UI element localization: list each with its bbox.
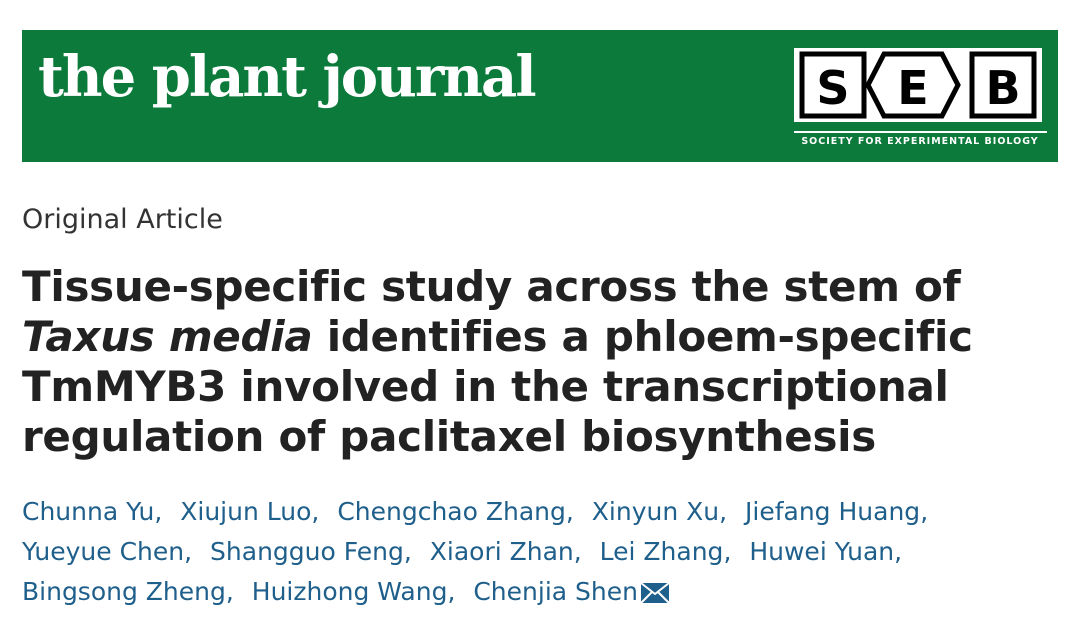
logo-box	[865, 51, 961, 119]
journal-name: the plant journal	[38, 44, 537, 110]
logo-box	[799, 51, 867, 119]
article-title: Tissue-specific study across the stem of…	[22, 262, 1067, 462]
author-name: Chunna Yu	[22, 497, 155, 526]
logo-letter: S	[816, 61, 849, 115]
author-name: Huizhong Wang	[251, 577, 448, 606]
title-italic: Taxus media	[22, 312, 313, 361]
journal-banner: the plant journal S E B SOCIETY FOR EXPE…	[22, 30, 1058, 162]
author-entry: Xiaori Zhan,	[430, 537, 592, 566]
logo-letter: B	[985, 61, 1020, 115]
logo-letter: E	[897, 61, 928, 115]
author-name: Bingsong Zheng	[22, 577, 226, 606]
author-entry: Xiujun Luo,	[180, 497, 329, 526]
author-name: Huwei Yuan	[749, 537, 895, 566]
author-separator: ,	[894, 537, 903, 566]
author-entry: Shangguo Feng,	[210, 537, 422, 566]
author-name: Yueyue Chen	[22, 537, 185, 566]
author-separator: ,	[719, 497, 728, 526]
author-name: Xinyun Xu	[591, 497, 720, 526]
author-separator: ,	[311, 497, 320, 526]
author-entry: Yueyue Chen,	[22, 537, 202, 566]
author-entry: Huizhong Wang,	[252, 577, 466, 606]
author-name: Xiujun Luo	[180, 497, 312, 526]
email-icon[interactable]	[640, 582, 670, 604]
author-entry: Lei Zhang,	[600, 537, 742, 566]
article-type: Original Article	[22, 204, 223, 235]
society-name: SOCIETY FOR EXPERIMENTAL BIOLOGY	[801, 136, 1038, 147]
author-name: Shangguo Feng	[210, 537, 404, 566]
author-name: Xiaori Zhan	[429, 537, 574, 566]
author-separator: ,	[184, 537, 193, 566]
author-separator: ,	[573, 537, 582, 566]
author-entry: Chunna Yu,	[22, 497, 172, 526]
author-name: Chenjia Shen	[473, 577, 638, 606]
author-entry: Chengchao Zhang,	[337, 497, 584, 526]
author-entry: Xinyun Xu,	[592, 497, 737, 526]
author-name: Jiefang Huang	[745, 497, 921, 526]
author-entry: Chenjia Shen	[473, 577, 670, 606]
author-entry: Huwei Yuan,	[749, 537, 912, 566]
author-separator: ,	[565, 497, 574, 526]
author-list: Chunna Yu, Xiujun Luo, Chengchao Zhang, …	[22, 492, 1022, 612]
author-entry: Jiefang Huang,	[745, 497, 938, 526]
author-separator: ,	[723, 537, 732, 566]
author-separator: ,	[920, 497, 929, 526]
author-name: Chengchao Zhang	[337, 497, 566, 526]
title-text: identifies a phloem-specific TmMYB3 invo…	[22, 312, 973, 461]
author-separator: ,	[447, 577, 456, 606]
author-entry: Bingsong Zheng,	[22, 577, 244, 606]
title-text: Tissue-specific study across the stem of	[22, 262, 961, 311]
author-separator: ,	[154, 497, 163, 526]
author-name: Lei Zhang	[599, 537, 724, 566]
society-logo: S E B SOCIETY FOR EXPERIMENTAL BIOLOGY	[794, 48, 1047, 147]
author-separator: ,	[225, 577, 234, 606]
logo-box	[969, 51, 1037, 119]
author-separator: ,	[403, 537, 412, 566]
